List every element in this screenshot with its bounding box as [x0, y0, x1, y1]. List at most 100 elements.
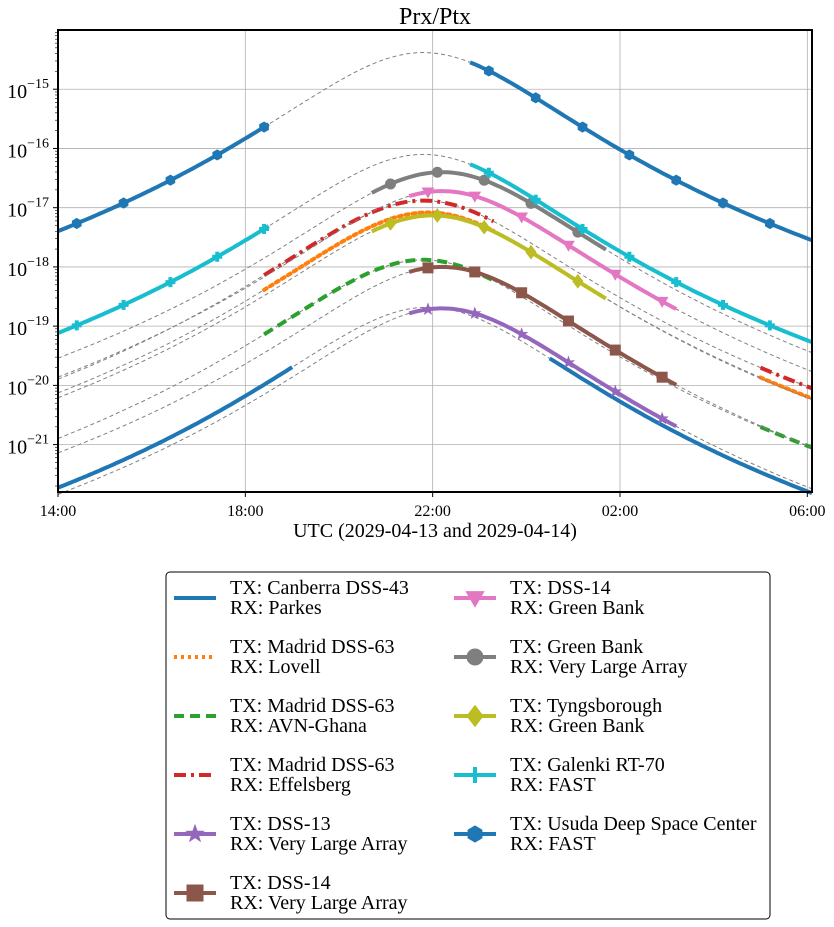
series-marker [468, 306, 482, 320]
series-line [263, 198, 495, 277]
legend-marker [467, 825, 483, 843]
legend-marker [185, 823, 205, 843]
series-10 [57, 51, 813, 243]
series-line [263, 257, 495, 337]
series-marker [118, 197, 129, 209]
series-line [469, 162, 813, 345]
series-marker [384, 216, 397, 231]
series-marker [572, 273, 584, 289]
series-marker [515, 212, 529, 224]
series-marker [525, 244, 537, 260]
series-2 [57, 257, 813, 450]
series-marker [421, 302, 435, 316]
series-line [759, 365, 813, 391]
series-model-curve [57, 153, 813, 343]
legend-tx-label: TX: Usuda Deep Space Center [510, 813, 757, 835]
legend-rx-label: RX: Parkes [230, 597, 322, 619]
series-marker [468, 191, 482, 203]
series-marker [655, 296, 669, 308]
series-4 [57, 302, 813, 495]
legend-rx-label: RX: Very Large Array [230, 892, 408, 914]
series-marker [431, 166, 443, 178]
series-marker [514, 327, 529, 340]
series-marker [765, 217, 775, 230]
series-marker [478, 174, 490, 186]
series-line [57, 224, 270, 335]
series-marker [562, 240, 575, 252]
series-3 [57, 198, 813, 391]
series-marker [118, 299, 129, 310]
plot-frame [57, 29, 813, 493]
x-tick-label: 14:00 [40, 503, 76, 520]
series-model-curve [57, 211, 813, 399]
chart-title: Prx/Ptx [399, 4, 471, 30]
series-marker [655, 411, 669, 425]
series-line [469, 60, 813, 243]
series-marker [624, 251, 635, 262]
series-1 [57, 210, 814, 401]
legend-rx-label: RX: Very Large Array [230, 833, 408, 855]
series-marker [516, 287, 528, 299]
series-marker [608, 384, 622, 398]
series-marker [259, 121, 269, 133]
series-marker [530, 92, 541, 104]
legend-tx-label: TX: DSS-13 [230, 813, 331, 835]
series-model-curve [57, 200, 813, 389]
series-marker [764, 320, 775, 331]
series-marker [71, 320, 82, 331]
series-marker [624, 149, 635, 161]
legend-tx-label: TX: Madrid DSS-63 [230, 636, 394, 658]
legend-rx-label: RX: Green Bank [510, 715, 644, 737]
series-line [57, 365, 294, 490]
series-line [548, 356, 813, 496]
legend-tx-label: TX: Canberra DSS-43 [230, 577, 409, 599]
legend-tx-label: TX: Madrid DSS-63 [230, 754, 394, 776]
series-model-curve [57, 306, 813, 494]
y-tick-label: 10−20 [7, 373, 49, 399]
x-tick-label: 18:00 [227, 503, 263, 520]
series-8 [57, 208, 813, 401]
y-tick-label: 10−16 [7, 136, 49, 162]
series-7 [57, 166, 813, 359]
series-marker [530, 194, 541, 205]
series-marker [469, 266, 481, 278]
series-line [370, 213, 607, 301]
legend-marker [465, 591, 485, 608]
legend-rx-label: RX: Very Large Array [510, 656, 688, 678]
series-marker [422, 262, 434, 274]
legend-rx-label: RX: FAST [510, 833, 596, 855]
x-axis-label: UTC (2029-04-13 and 2029-04-14) [293, 520, 577, 542]
series-model-curve [57, 171, 813, 359]
series-marker [562, 315, 574, 327]
series-marker [718, 197, 728, 209]
y-tick-label: 10−17 [7, 196, 49, 222]
series-marker [165, 174, 176, 186]
series-line [758, 375, 814, 401]
series-marker [671, 277, 682, 288]
series-marker [478, 219, 490, 235]
legend-tx-label: TX: Tyngsborough [510, 695, 662, 717]
series-line [408, 306, 678, 429]
legend-marker [186, 884, 204, 902]
series-line [408, 189, 678, 311]
curve-layer [57, 51, 814, 496]
x-tick-label: 06:00 [789, 503, 825, 520]
legend-tx-label: TX: Galenki RT-70 [510, 754, 665, 776]
series-line [408, 264, 678, 387]
series-marker [608, 269, 622, 281]
legend-tx-label: TX: DSS-14 [510, 577, 611, 599]
series-marker [212, 149, 223, 161]
x-tick-label: 02:00 [602, 503, 638, 520]
series-marker [609, 344, 621, 356]
series-line [759, 425, 813, 450]
series-marker [483, 167, 494, 178]
legend-marker [466, 704, 484, 728]
